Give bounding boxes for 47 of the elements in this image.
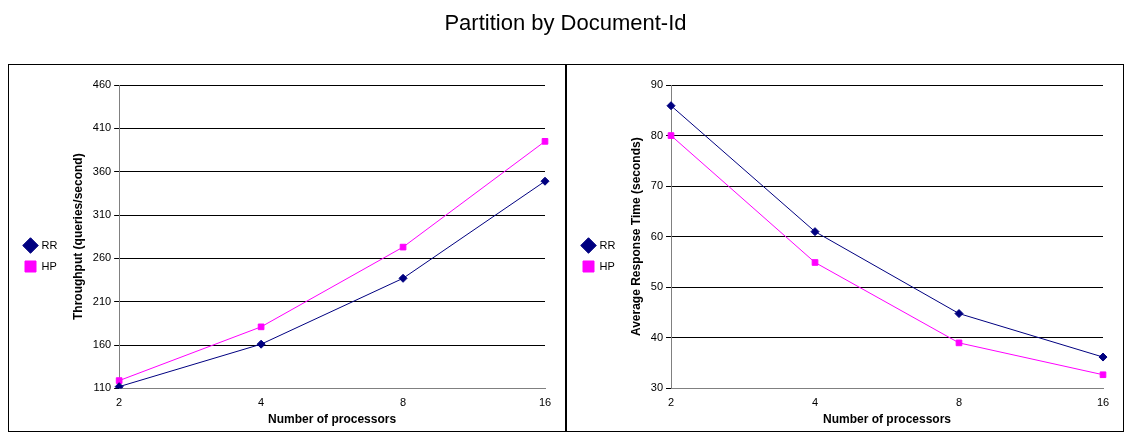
y-tick-label: 50 xyxy=(650,280,664,293)
y-tick-label: 160 xyxy=(92,338,112,351)
x-tick-label: 2 xyxy=(667,396,675,409)
y-tick-label: 360 xyxy=(92,164,112,177)
point xyxy=(399,243,407,251)
x-tick-label: 4 xyxy=(811,396,819,409)
y-tick-label: 60 xyxy=(650,229,664,242)
point xyxy=(954,309,964,319)
y-tick-label: 410 xyxy=(92,121,112,134)
y-tick-label: 80 xyxy=(650,128,664,141)
x-tick-label: 16 xyxy=(1096,396,1110,409)
point xyxy=(256,339,266,349)
x-tick-label: 4 xyxy=(258,396,265,409)
point xyxy=(398,273,408,283)
y-tick-label: 90 xyxy=(650,78,664,91)
y-tick-label: 30 xyxy=(650,381,664,394)
y-tick-label: 460 xyxy=(92,78,112,91)
y-axis-title: Throughput (queries/second) xyxy=(70,153,85,321)
chart-title: Partition by Document-Id xyxy=(443,9,688,37)
point xyxy=(541,138,549,145)
x-tick-label: 16 xyxy=(538,396,552,409)
point xyxy=(114,382,124,389)
point xyxy=(955,339,963,347)
x-tick-label: 8 xyxy=(955,396,963,409)
legend-label: RR xyxy=(599,238,616,251)
x-axis-title: Number of processors xyxy=(268,412,397,427)
point xyxy=(811,259,819,266)
y-tick-label: 40 xyxy=(650,330,664,343)
y-tick-label: 260 xyxy=(92,251,112,264)
legend-label: RR xyxy=(41,238,58,251)
point xyxy=(115,377,123,384)
y-tick-label: 210 xyxy=(92,294,112,307)
point xyxy=(810,227,820,237)
x-axis-title: Number of processors xyxy=(822,412,952,427)
x-tick-label: 8 xyxy=(399,396,407,409)
x-tick-label: 2 xyxy=(116,396,123,409)
y-tick-label: 310 xyxy=(92,208,112,221)
point xyxy=(257,323,265,331)
y-tick-label: 70 xyxy=(650,179,664,192)
point xyxy=(540,176,550,186)
y-tick-label: 110 xyxy=(93,381,112,394)
point xyxy=(1098,352,1108,362)
legend-label: HP xyxy=(599,259,615,272)
point xyxy=(666,101,676,111)
point xyxy=(1099,371,1107,379)
legend-label: HP xyxy=(41,259,57,272)
y-axis-title: Average Response Time (seconds) xyxy=(628,137,643,337)
